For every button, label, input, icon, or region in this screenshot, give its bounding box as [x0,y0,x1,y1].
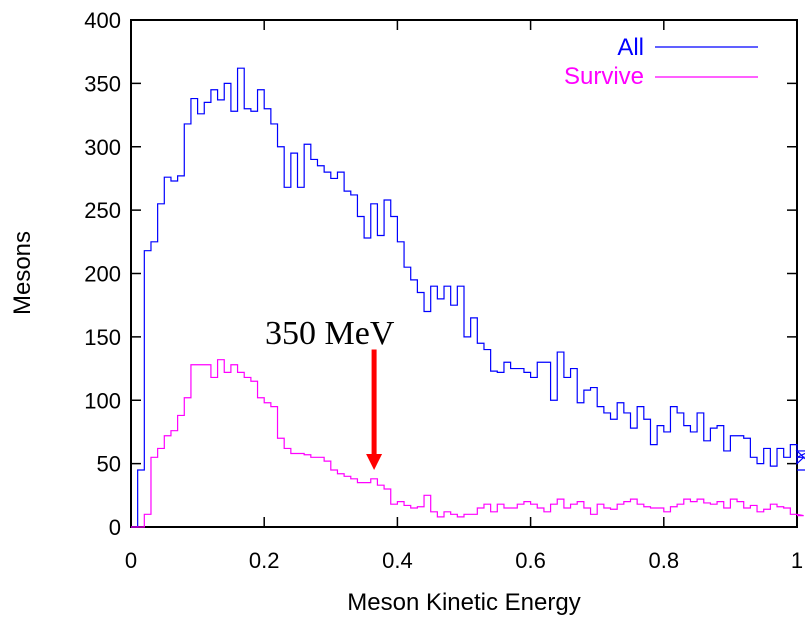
x-tick-label: 0.4 [382,548,413,573]
legend-label-survive: Survive [564,63,644,90]
x-tick-label: 0.6 [515,548,546,573]
series-survive-line [131,359,804,528]
y-axis-label: Mesons [9,231,36,315]
x-tick-label: 0.8 [649,548,680,573]
y-axis-ticks: 0 50 100 150 200 250 300 350 400 [84,8,797,540]
legend-label-all: All [617,34,644,61]
y-tick-label: 50 [97,452,121,477]
y-tick-label: 400 [84,8,121,33]
x-tick-label: 1 [791,548,803,573]
y-tick-label: 150 [84,325,121,350]
y-tick-label: 350 [84,71,121,96]
legend: All Survive [564,34,758,90]
x-tick-label: 0 [125,548,137,573]
y-tick-label: 200 [84,262,121,287]
series-layer [131,67,805,528]
y-tick-label: 100 [84,388,121,413]
x-axis-ticks: 0 0.2 0.4 0.6 0.8 1 [125,20,803,573]
annotation-350mev: 350 MeV [265,315,395,470]
series-all-line [131,67,805,528]
annotation-arrow-head [366,453,383,470]
x-tick-label: 0.2 [249,548,280,573]
annotation-text: 350 MeV [265,315,395,352]
y-tick-label: 0 [109,515,121,540]
y-tick-label: 250 [84,198,121,223]
y-tick-label: 300 [84,135,121,160]
x-axis-label: Meson Kinetic Energy [347,589,580,616]
